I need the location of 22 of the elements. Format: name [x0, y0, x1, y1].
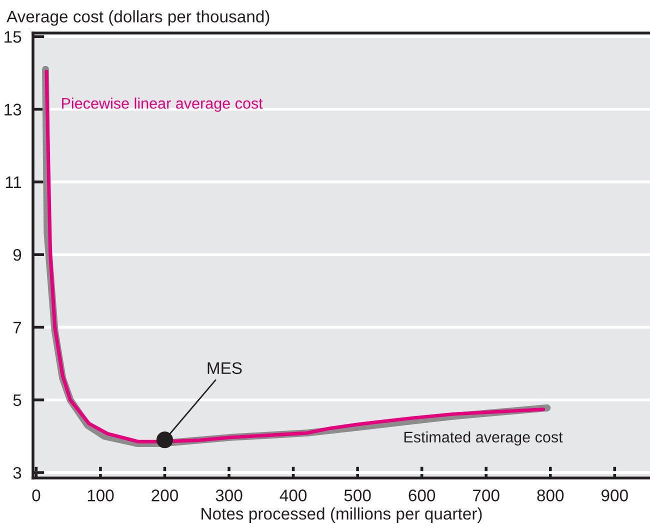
x-tick-label: 600: [408, 490, 436, 502]
y-tick-label: 5: [13, 394, 22, 406]
x-axis-title: Notes processed (millions per quarter): [202, 507, 482, 523]
y-axis-title: Average cost (dollars per thousand): [6, 10, 270, 26]
x-tick-label: 300: [216, 490, 242, 502]
y-tick-label: 7: [13, 322, 22, 334]
series-label: Piecewise linear average cost: [62, 98, 263, 112]
annotation: MES: [208, 362, 242, 374]
x-tick-label: 900: [602, 490, 628, 502]
x-tick-label: 800: [537, 490, 564, 502]
y-tick-label: 9: [13, 248, 22, 261]
y-tick-label: 11: [6, 176, 22, 188]
x-tick-label: 200: [152, 490, 178, 502]
x-tick-label: 500: [344, 490, 371, 502]
x-tick-label: 100: [88, 490, 114, 502]
y-tick-label: 13: [4, 104, 22, 116]
x-tick-label: 0: [32, 490, 40, 502]
x-tick-label: 700: [473, 490, 500, 502]
series-label: Estimated average cost: [404, 431, 563, 446]
x-tick-label: 400: [280, 490, 307, 502]
y-tick-label: 3: [13, 466, 22, 479]
y-tick-label: 15: [4, 31, 22, 43]
